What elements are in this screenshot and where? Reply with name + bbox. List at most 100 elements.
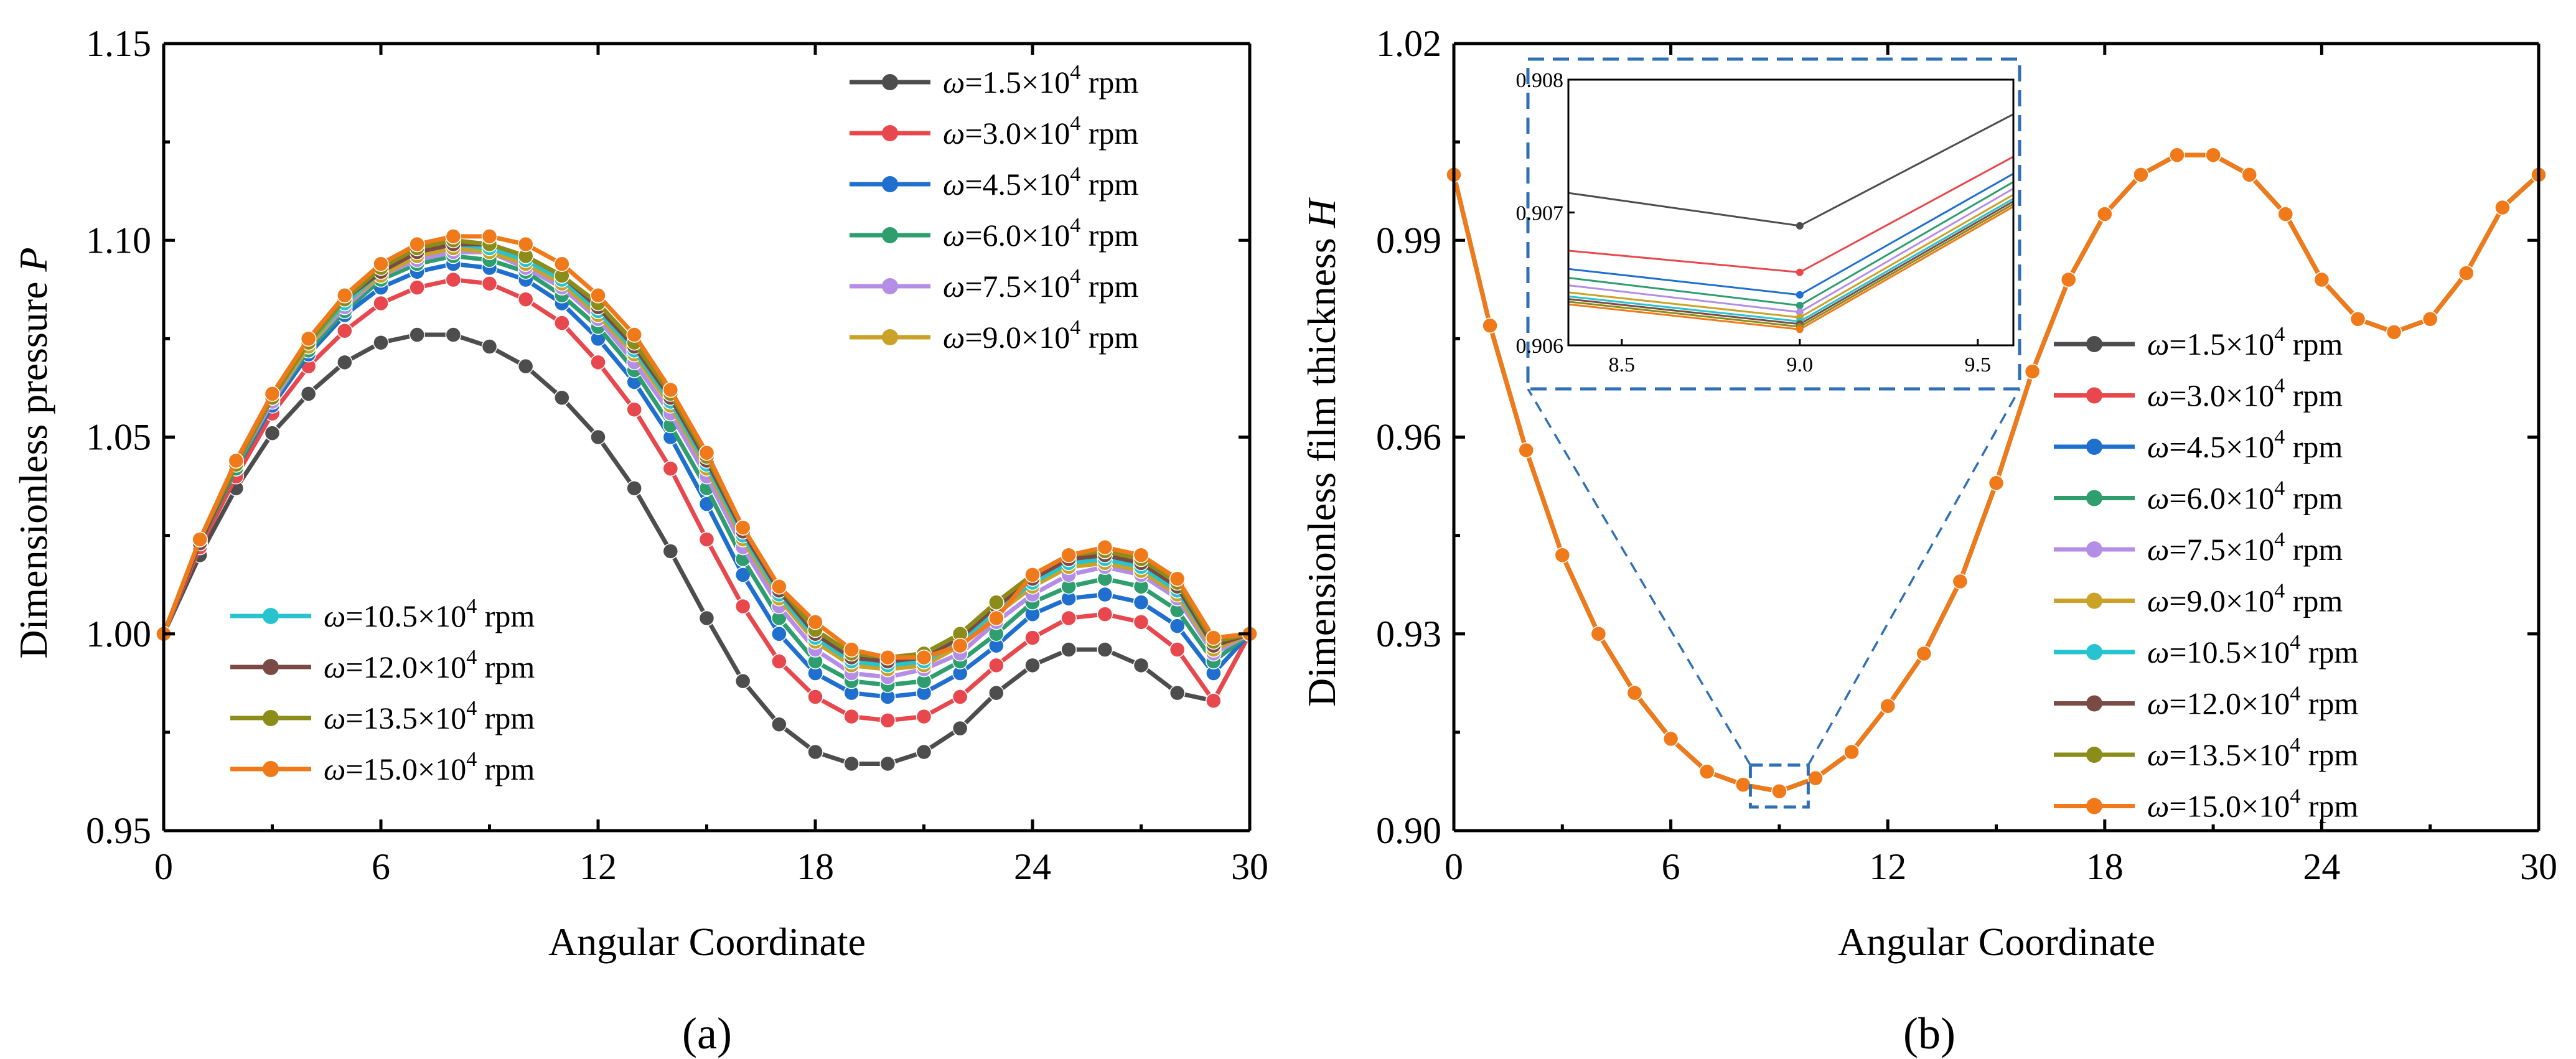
panel-b-legend-entry-2-label: ω=3.0×104 rpm xyxy=(2147,375,2343,413)
panel-a-legend-entry-3-label: ω=4.5×104 rpm xyxy=(943,163,1138,202)
panel-b-legend-entry-5-label-coef: =7.5×10 xyxy=(2169,532,2274,567)
panel-a-legend-entry-9-swatch-marker xyxy=(263,710,279,726)
panel-a-series-10-point xyxy=(373,256,389,272)
panel-b-x-tick-label: 18 xyxy=(2086,846,2124,887)
panel-b-legend-entry-1-label-exp: 4 xyxy=(2274,323,2285,346)
panel-a-series-1-point xyxy=(1061,641,1077,658)
inset-y-tick-label: 0.906 xyxy=(1516,335,1564,358)
panel-b-series-10-point xyxy=(1554,547,1571,563)
panel-b-series-10-point xyxy=(1735,777,1751,793)
panel-a-series-10-point xyxy=(843,641,859,658)
panel-a-legend-entry-10-label-exp: 4 xyxy=(466,748,477,771)
panel-b-series-10-point xyxy=(1952,573,1969,590)
panel-a-legend-entry-8-label: ω=12.0×104 rpm xyxy=(324,646,535,684)
panel-a-legend-entry-10: ω=15.0×104 rpm xyxy=(230,748,535,786)
panel-b-series-10-point xyxy=(2313,271,2330,288)
panel-b-legend-entry-6-label-unit: rpm xyxy=(2285,584,2343,618)
panel-b-series-10-point xyxy=(1916,645,1932,662)
panel-a-legend-entry-9: ω=13.5×104 rpm xyxy=(230,697,535,735)
panel-b-legend-entry-4-swatch-marker xyxy=(2086,490,2102,506)
panel-b-legend-entry-7-label-unit: rpm xyxy=(2300,635,2358,669)
panel-b-legend-entry-5-label-exp: 4 xyxy=(2274,528,2285,551)
panel-a-legend-entry-8-label-omega: ω xyxy=(324,650,345,684)
panel-a-legend-entry-7-label-omega: ω xyxy=(324,599,345,633)
panel-a-legend-entry-1-label-coef: =1.5×10 xyxy=(965,65,1070,100)
panel-a-legend-entry-4-swatch-marker xyxy=(882,227,898,243)
panel-a-series-1-point xyxy=(1097,641,1113,658)
inset-x-tick-label: 9.0 xyxy=(1787,353,1814,376)
panel-a-series-2-point xyxy=(771,653,787,669)
panel-a-series-10-point xyxy=(554,256,570,272)
panel-b-series-10-point xyxy=(1698,763,1715,780)
panel-a-series-2-point xyxy=(1169,641,1186,658)
panel-b-series-10-point xyxy=(2097,206,2113,222)
panel-a-legend-entry-8-label-coef: =12.0×10 xyxy=(345,650,466,684)
panel-a-legend-entry-2-label: ω=3.0×104 rpm xyxy=(943,112,1138,151)
panel-a-series-1-point xyxy=(337,354,353,371)
panel-a-legend-entry-9-label-omega: ω xyxy=(324,701,345,735)
panel-b-y-tick-label: 0.93 xyxy=(1376,613,1441,655)
panel-a-series-10-point xyxy=(481,228,498,245)
panel-a-x-tick-label: 30 xyxy=(1231,846,1268,887)
panel-b-y-axis-title: Dimensionless film thickness H xyxy=(1300,197,1344,707)
panel-a-series-10-point xyxy=(1169,571,1186,587)
panel-b-legend-entry-3-swatch-marker xyxy=(2086,439,2102,455)
panel-b-inset: 8.5 9.0 9.5 0.906 0.907 0.908 xyxy=(1516,57,2021,391)
panel-a-legend-entry-6-label: ω=9.0×104 rpm xyxy=(943,316,1138,355)
panel-a-series-10-point xyxy=(590,287,606,304)
panel-a-series-1-point xyxy=(771,716,787,732)
panel-a-legend-entry-8: ω=12.0×104 rpm xyxy=(230,646,535,684)
panel-b-legend-entry-2-label-unit: rpm xyxy=(2285,378,2343,413)
zoom-connector-right xyxy=(1807,388,2021,766)
inset-y-tick-label: 0.908 xyxy=(1516,69,1564,92)
panel-b-legend-entry-10-swatch-marker xyxy=(2086,798,2102,814)
panel-b-series-10-point xyxy=(2060,271,2077,288)
panel-a-series-layer xyxy=(156,228,1258,772)
panel-a-series-3-point xyxy=(1133,594,1150,610)
panel-b-legend-entry-4-label-omega: ω xyxy=(2147,481,2169,516)
panel-b-legend-entry-9-label-exp: 4 xyxy=(2290,734,2300,757)
panel-b-x-tick-label: 24 xyxy=(2303,846,2340,887)
panel-a-legend-entry-7-label-exp: 4 xyxy=(466,595,477,618)
panel-b-legend-entry-10-label-coef: =15.0×10 xyxy=(2169,789,2290,824)
panel-b-series-10-point xyxy=(2205,147,2221,163)
panel-b-legend-entry-4-label-coef: =6.0×10 xyxy=(2169,481,2274,516)
panel-b-legend-entry-4: ω=6.0×104 rpm xyxy=(2054,477,2343,516)
panel-a-series-2-point xyxy=(445,271,462,288)
panel-b-legend-entry-10-label: ω=15.0×104 rpm xyxy=(2147,785,2358,824)
panel-b-legend-entry-3-label: ω=4.5×104 rpm xyxy=(2147,426,2343,464)
panel-a-legend-entry-3-label-coef: =4.5×10 xyxy=(965,167,1070,202)
panel-a-series-9-point xyxy=(988,594,1005,610)
panel-b-legend-entry-7-label-exp: 4 xyxy=(2290,631,2300,654)
panel-a-y-tick-label: 1.15 xyxy=(86,23,151,64)
panel-a-legend-entry-3-label-omega: ω xyxy=(943,167,965,202)
panel-a-series-2-point xyxy=(879,712,896,729)
panel-a-series-2 xyxy=(156,271,1258,729)
panel-a-series-10-point xyxy=(771,579,787,595)
panel-b-legend-entry-9-label-unit: rpm xyxy=(2300,737,2358,772)
panel-b-legend-entry-1-label-coef: =1.5×10 xyxy=(2169,327,2274,362)
panel-a-series-2-point xyxy=(843,708,859,725)
panel-b-legend-entry-8-swatch-marker xyxy=(2086,695,2102,712)
panel-a-label: (a) xyxy=(682,1009,732,1058)
panel-b-legend-entry-5-label-unit: rpm xyxy=(2285,532,2343,567)
panel-b-ticks: 0 6 12 18 24 30 0.90 0.93 0.96 0.99 1.02 xyxy=(1376,23,2557,887)
panel-b-legend-entry-3-label-coef: =4.5×10 xyxy=(2169,429,2274,464)
panel-b-legend-entry-3-label-exp: 4 xyxy=(2274,426,2285,449)
panel-a-series-2-point xyxy=(626,401,642,418)
panel-b-series-10-point xyxy=(2169,147,2185,163)
panel-a-legend-entry-3-swatch-marker xyxy=(882,176,898,192)
panel-a-legend-entry-6: ω=9.0×104 rpm xyxy=(850,316,1138,355)
panel-a-series-3-point xyxy=(1169,618,1186,634)
panel-a-legend-entry-5-swatch-marker xyxy=(882,278,898,294)
panel-b-legend-entry-10-label-omega: ω xyxy=(2147,789,2169,824)
panel-b-legend-entry-1-label-unit: rpm xyxy=(2285,327,2343,362)
panel-a-legend-entry-7-label-unit: rpm xyxy=(477,599,535,633)
panel-b-legend-entry-7-label-coef: =10.5×10 xyxy=(2169,635,2290,669)
panel-a-series-1-point xyxy=(662,543,679,559)
inset-x-tick-label: 8.5 xyxy=(1609,353,1636,376)
panel-a-legend-entry-10-label-unit: rpm xyxy=(477,752,535,786)
